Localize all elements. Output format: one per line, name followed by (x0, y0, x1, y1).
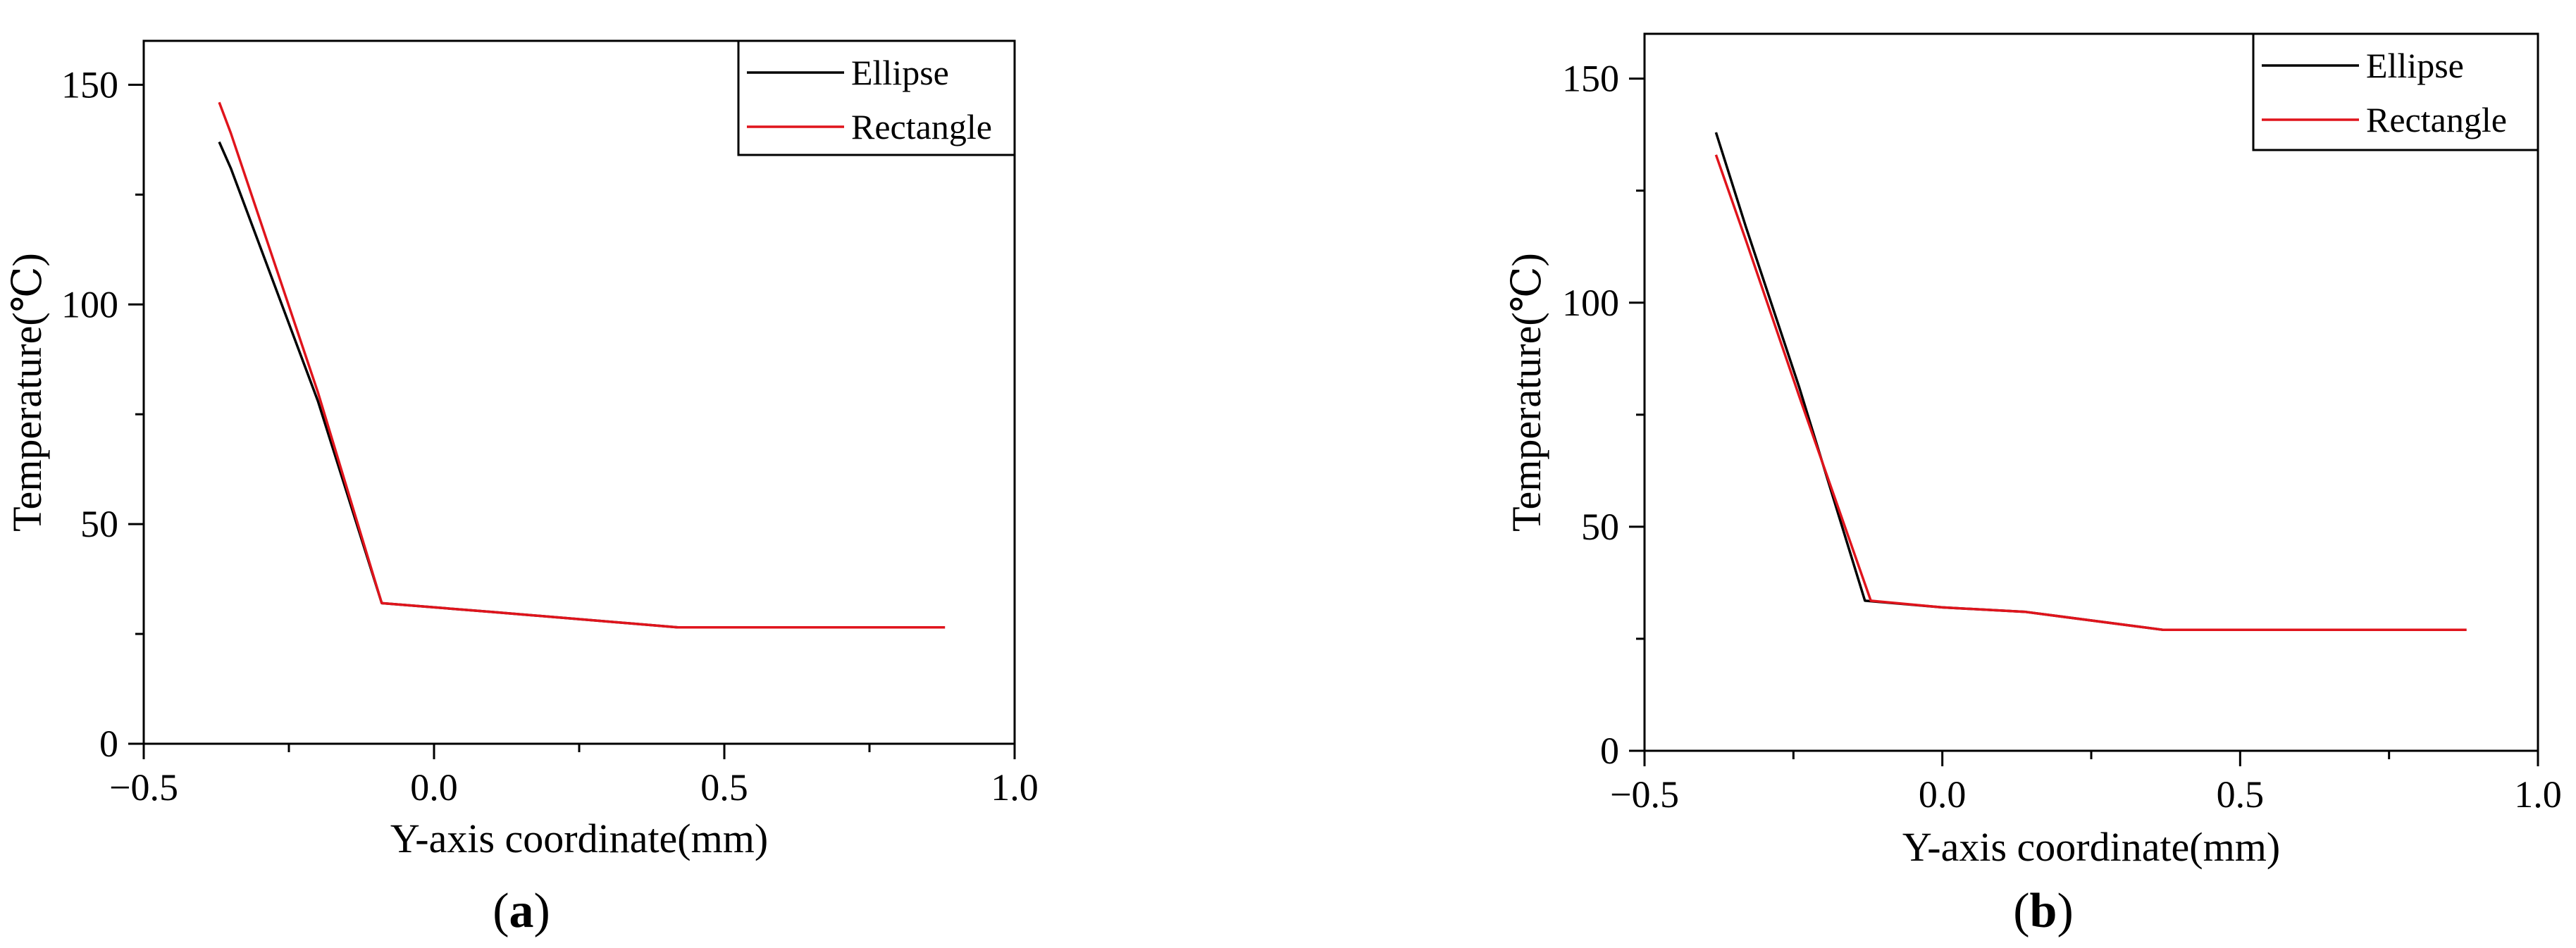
legend-label-rectangle: Rectangle (2366, 100, 2507, 139)
x-tick-label: 0.0 (410, 766, 458, 809)
chart-panel-a: −0.5 0.0 0.5 1.0 0 50 100 150 Y-axis coordinate(… (4, 39, 1039, 938)
series-line-rectangle (218, 101, 946, 629)
y-tick-label: 100 (1562, 282, 1619, 324)
x-tick-label: 0.0 (1919, 773, 1967, 816)
y-axis-title: Temperature(℃) (4, 253, 50, 532)
x-axis-title: Y-axis coordinate(mm) (1902, 824, 2280, 870)
panel-letter: b (2030, 884, 2057, 938)
y-axis-title: Temperature(℃) (1504, 253, 1549, 532)
legend-box (2252, 32, 2539, 151)
y-tick-label: 0 (99, 723, 118, 765)
x-tick-label: 0.5 (2217, 773, 2265, 816)
panel-label: (a) (493, 884, 550, 938)
x-tick-label: 1.0 (2514, 773, 2562, 816)
y-tick-label: 150 (1562, 58, 1619, 100)
series-line-rectangle (1714, 154, 2467, 631)
y-tick-label: 150 (61, 63, 118, 106)
panel-label: (b) (2013, 884, 2074, 938)
legend-label-ellipse: Ellipse (2366, 46, 2464, 85)
legend-label-rectangle: Rectangle (851, 107, 992, 146)
x-tick-label: 1.0 (991, 766, 1039, 809)
legend-box (737, 39, 1016, 156)
legend-label-ellipse: Ellipse (851, 53, 949, 92)
x-axis-title: Y-axis coordinate(mm) (390, 816, 768, 861)
series-line-ellipse (1714, 132, 2467, 631)
series-line-ellipse (218, 141, 946, 629)
y-tick-label: 100 (61, 283, 118, 325)
panel-letter: a (509, 884, 534, 938)
x-tick-label: 0.5 (700, 766, 748, 809)
y-tick-label: 0 (1600, 730, 1619, 772)
chart-panel-b: −0.5 0.0 0.5 1.0 0 50 100 150 Y-axis coordinate(… (1504, 32, 2562, 938)
x-tick-label: −0.5 (109, 766, 178, 809)
y-tick-label: 50 (80, 503, 118, 545)
x-tick-label: −0.5 (1610, 773, 1679, 816)
y-tick-label: 50 (1581, 506, 1619, 548)
